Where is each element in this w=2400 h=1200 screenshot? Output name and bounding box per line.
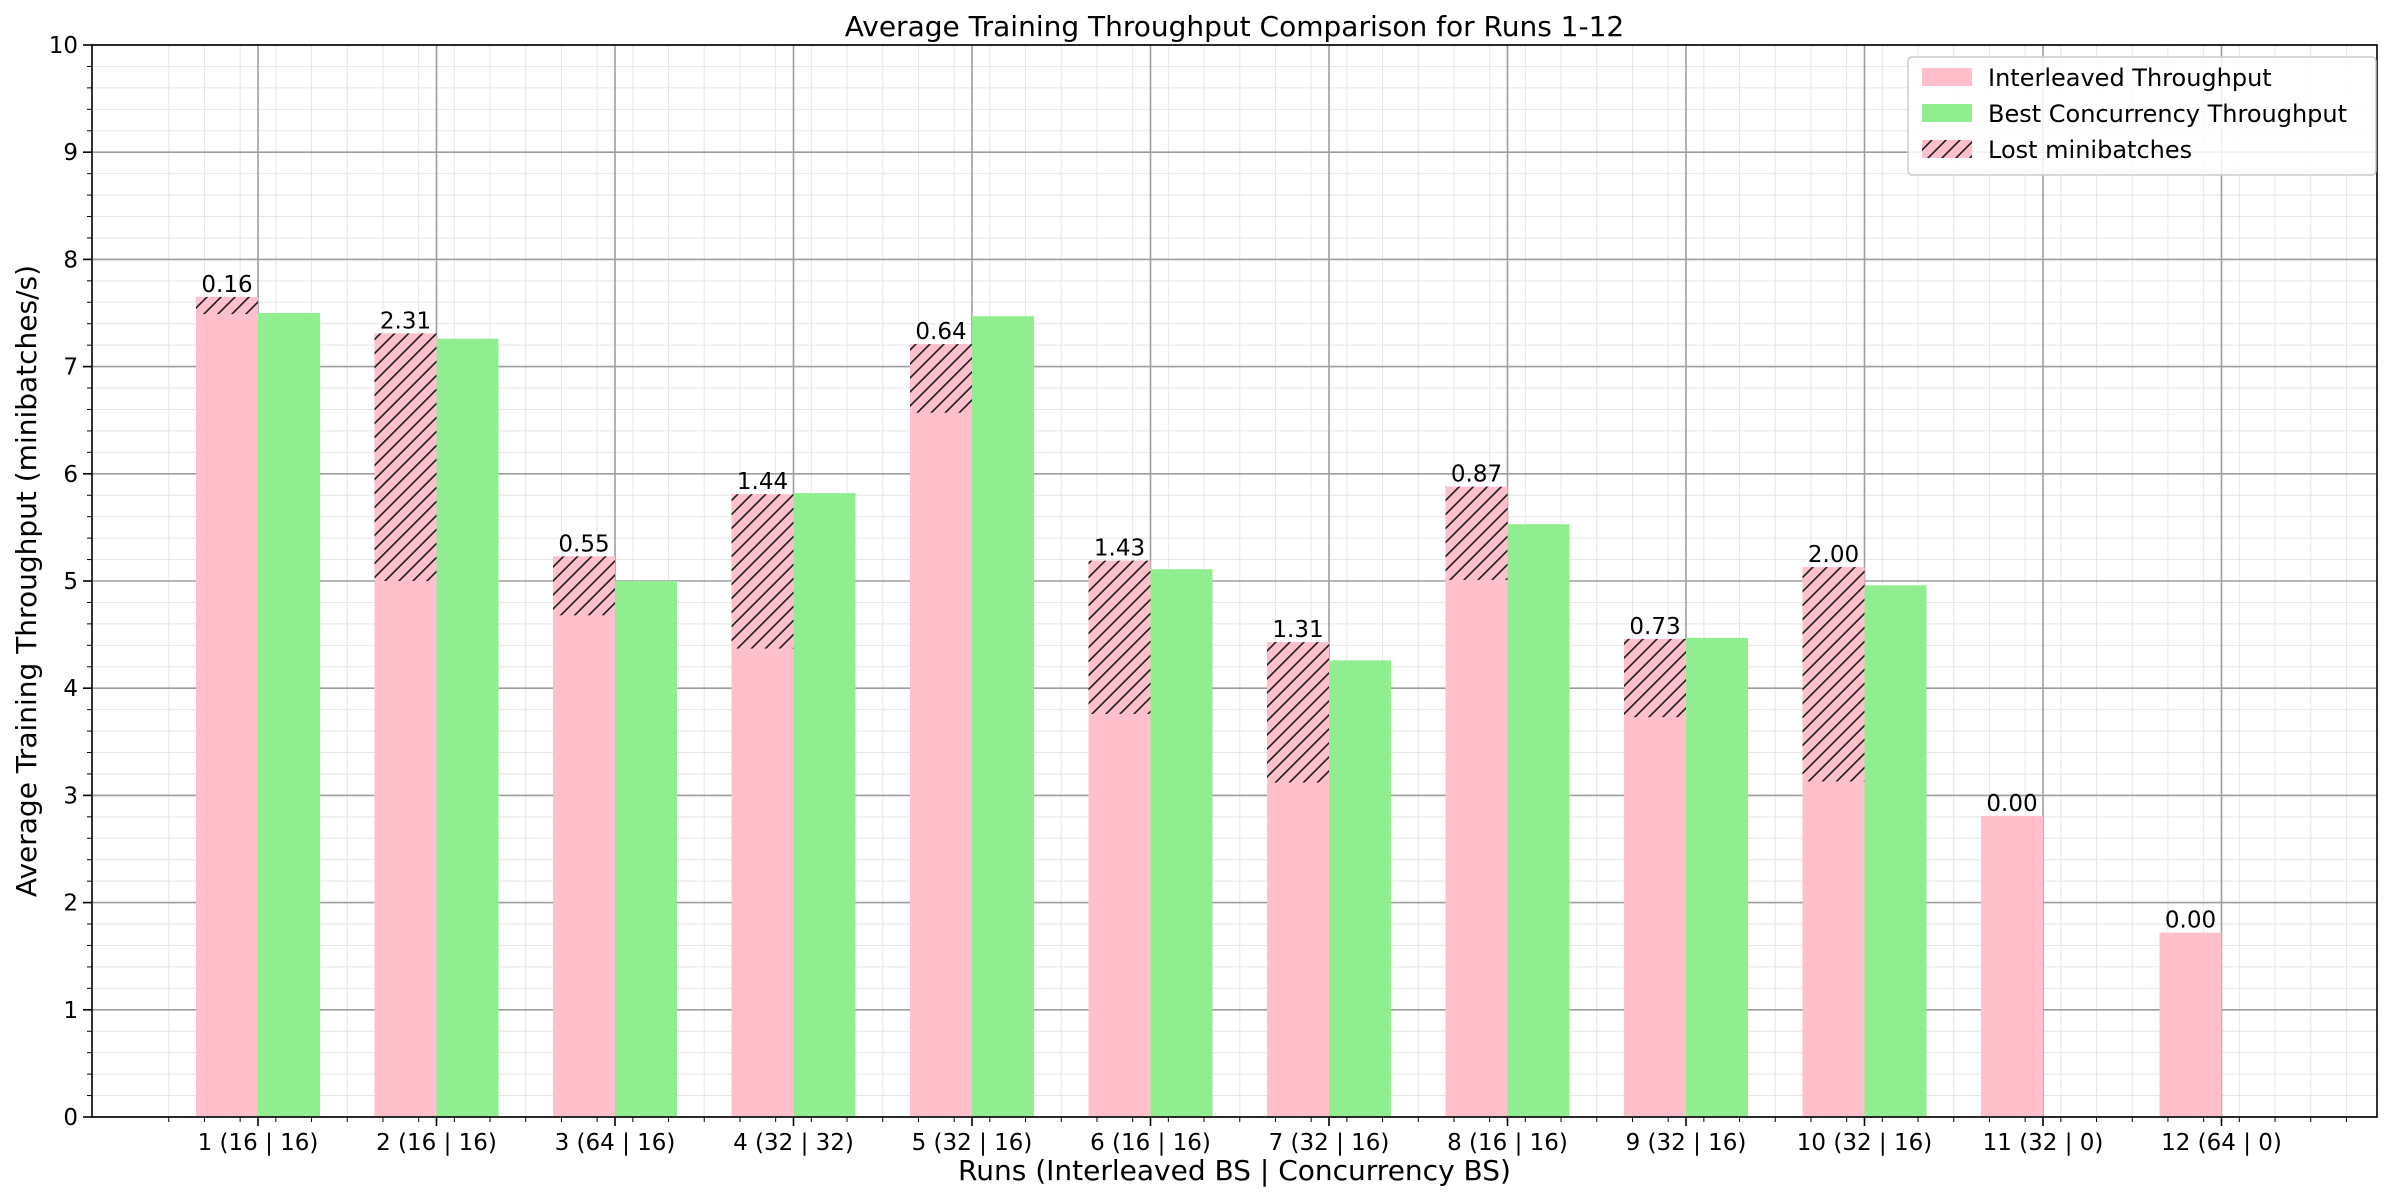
concurrency-bar bbox=[972, 316, 1034, 1117]
x-tick-label: 9 (32 | 16) bbox=[1626, 1130, 1747, 1156]
concurrency-bar bbox=[615, 581, 677, 1117]
lost-minibatches-label: 2.31 bbox=[380, 308, 431, 334]
lost-minibatches-label: 0.55 bbox=[558, 531, 609, 557]
legend-label-concurrency: Best Concurrency Throughput bbox=[1988, 100, 2347, 128]
concurrency-bar bbox=[436, 338, 499, 1117]
x-tick-label: 1 (16 | 16) bbox=[198, 1130, 319, 1156]
interleaved-bar bbox=[1981, 815, 2043, 1117]
x-tick-label: 10 (32 | 16) bbox=[1797, 1130, 1932, 1156]
concurrency-bar bbox=[1507, 524, 1570, 1117]
x-axis-title: Runs (Interleaved BS | Concurrency BS) bbox=[958, 1154, 1511, 1187]
concurrency-bar bbox=[793, 493, 856, 1117]
legend-swatch-concurrency bbox=[1922, 104, 1972, 122]
interleaved-bar bbox=[2159, 932, 2222, 1117]
y-axis-title: Average Training Throughput (minibatches… bbox=[10, 265, 43, 897]
y-tick-label: 1 bbox=[63, 998, 78, 1024]
legend-swatch-lost-hatch bbox=[1922, 140, 1972, 158]
lost-minibatches-bar bbox=[553, 556, 615, 616]
legend-label-lost: Lost minibatches bbox=[1988, 136, 2192, 164]
y-tick-label: 6 bbox=[63, 462, 78, 488]
chart-title: Average Training Throughput Comparison f… bbox=[845, 10, 1624, 43]
lost-minibatches-bar bbox=[1267, 642, 1329, 783]
legend-frame bbox=[1907, 56, 2377, 176]
x-tick-label: 12 (64 | 0) bbox=[2161, 1130, 2282, 1156]
lost-minibatches-bar bbox=[731, 494, 794, 649]
y-tick-label: 0 bbox=[63, 1105, 78, 1131]
lost-minibatches-label: 0.64 bbox=[915, 319, 966, 345]
lost-minibatches-label: 0.00 bbox=[2165, 908, 2216, 934]
lost-minibatches-label: 0.73 bbox=[1629, 614, 1680, 640]
y-tick-label: 7 bbox=[63, 355, 78, 381]
interleaved-bar bbox=[910, 344, 972, 1117]
lost-minibatches-bar bbox=[1624, 638, 1686, 718]
lost-minibatches-bar bbox=[910, 344, 972, 413]
lost-minibatches-label: 1.31 bbox=[1272, 617, 1323, 643]
lost-minibatches-bar bbox=[374, 333, 437, 581]
chart-legend: Interleaved Throughput Best Concurrency … bbox=[1907, 56, 2377, 176]
interleaved-bar bbox=[196, 296, 258, 1117]
legend-label-interleaved: Interleaved Throughput bbox=[1988, 64, 2272, 92]
x-tick-label: 8 (16 | 16) bbox=[1447, 1130, 1568, 1156]
interleaved-bar bbox=[1624, 638, 1686, 1117]
y-tick-label: 8 bbox=[63, 247, 78, 273]
y-tick-label: 2 bbox=[63, 891, 78, 917]
x-tick-label: 6 (16 | 16) bbox=[1090, 1130, 1211, 1156]
x-tick-label: 5 (32 | 16) bbox=[912, 1130, 1033, 1156]
lost-minibatches-bar bbox=[196, 296, 258, 315]
interleaved-bar bbox=[1445, 486, 1508, 1117]
x-tick-label: 7 (32 | 16) bbox=[1269, 1130, 1390, 1156]
lost-minibatches-bar bbox=[1088, 560, 1151, 714]
lost-minibatches-label: 2.00 bbox=[1808, 542, 1859, 568]
y-tick-label: 9 bbox=[63, 140, 78, 166]
lost-minibatches-label: 0.00 bbox=[1986, 791, 2037, 817]
x-tick-label: 11 (32 | 0) bbox=[1983, 1130, 2104, 1156]
x-tick-label: 3 (64 | 16) bbox=[555, 1130, 676, 1156]
lost-minibatches-label: 0.16 bbox=[201, 272, 252, 298]
lost-minibatches-label: 1.44 bbox=[737, 469, 788, 495]
lost-minibatches-bar bbox=[1445, 486, 1508, 580]
concurrency-bar bbox=[1686, 637, 1748, 1117]
concurrency-bar bbox=[1864, 585, 1927, 1117]
lost-minibatches-label: 0.87 bbox=[1451, 462, 1502, 488]
interleaved-bar bbox=[553, 556, 615, 1117]
y-tick-label: 4 bbox=[63, 676, 78, 702]
legend-swatch-interleaved bbox=[1922, 68, 1972, 86]
y-tick-label: 10 bbox=[49, 33, 78, 59]
lost-minibatches-label: 1.43 bbox=[1094, 536, 1145, 562]
x-tick-label: 2 (16 | 16) bbox=[376, 1130, 497, 1156]
concurrency-bar bbox=[258, 313, 320, 1117]
concurrency-bar bbox=[1329, 660, 1391, 1117]
y-tick-label: 5 bbox=[63, 569, 78, 595]
x-tick-label: 4 (32 | 32) bbox=[733, 1130, 854, 1156]
y-tick-label: 3 bbox=[63, 783, 78, 809]
concurrency-bar bbox=[1150, 569, 1213, 1117]
lost-minibatches-bar bbox=[1802, 567, 1865, 782]
